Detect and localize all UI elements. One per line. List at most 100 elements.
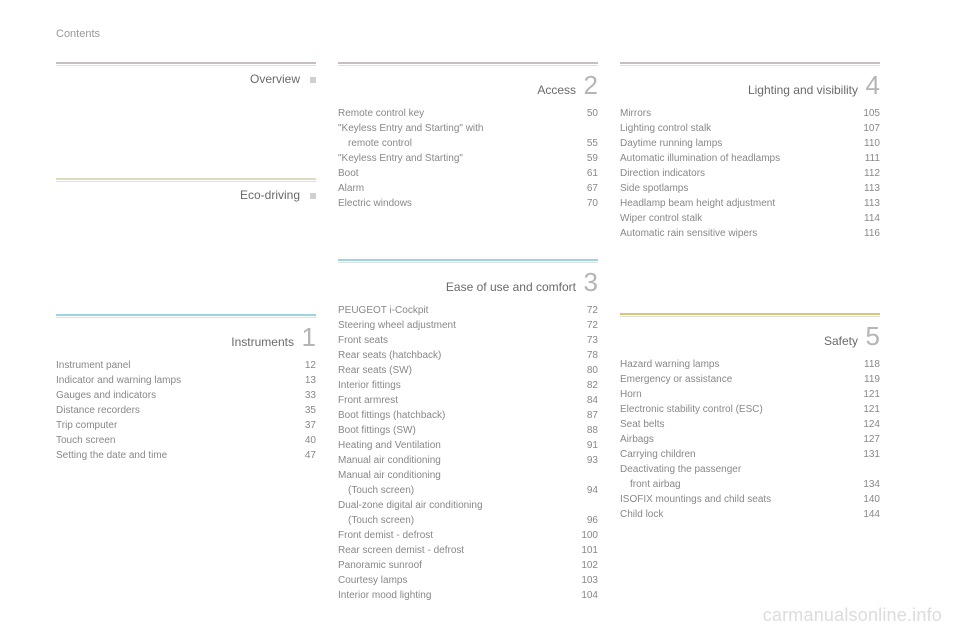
toc-item-label: Dual-zone digital air conditioning: [338, 498, 570, 513]
toc-item-page: 101: [570, 543, 598, 558]
toc-item-page: 119: [852, 372, 880, 387]
toc-item-page: 144: [852, 507, 880, 522]
toc-item: Indicator and warning lamps13: [56, 373, 316, 388]
item-list: Mirrors105Lighting control stalk107Dayti…: [620, 106, 880, 241]
section-access: Access 2 Remote control key50"Keyless En…: [338, 62, 598, 235]
toc-item: Gauges and indicators33: [56, 388, 316, 403]
toc-item-label: Panoramic sunroof: [338, 558, 570, 573]
toc-item-page: 140: [852, 492, 880, 507]
toc-item-page: 78: [570, 348, 598, 363]
toc-item-page: 13: [288, 373, 316, 388]
toc-item-label: (Touch screen): [338, 483, 570, 498]
section-square-icon: [310, 77, 316, 83]
section-number: 5: [864, 323, 880, 349]
toc-item-page: 33: [288, 388, 316, 403]
toc-item: Interior fittings82: [338, 378, 598, 393]
toc-item-label: Seat belts: [620, 417, 852, 432]
toc-item: Distance recorders35: [56, 403, 316, 418]
toc-item-label: Deactivating the passenger: [620, 462, 852, 477]
section-ease: Ease of use and comfort 3 PEUGEOT i-Cock…: [338, 259, 598, 603]
toc-item-page: 96: [570, 513, 598, 528]
toc-item-page: 91: [570, 438, 598, 453]
toc-item-page: 87: [570, 408, 598, 423]
toc-item-page: [570, 121, 598, 136]
toc-item-page: 67: [570, 181, 598, 196]
toc-item-page: 111: [852, 151, 880, 166]
toc-item: Automatic illumination of headlamps111: [620, 151, 880, 166]
toc-item-page: 93: [570, 453, 598, 468]
columns: Overview Eco-driving Instruments: [56, 62, 904, 627]
section-title: Instruments: [56, 335, 300, 349]
toc-item: Heating and Ventilation91: [338, 438, 598, 453]
toc-item: Alarm67: [338, 181, 598, 196]
toc-item-page: 70: [570, 196, 598, 211]
toc-item-page: 102: [570, 558, 598, 573]
item-list: Remote control key50"Keyless Entry and S…: [338, 106, 598, 211]
toc-item: remote control55: [338, 136, 598, 151]
toc-item: Seat belts124: [620, 417, 880, 432]
toc-item-page: 103: [570, 573, 598, 588]
toc-item: Manual air conditioning93: [338, 453, 598, 468]
page-title: Contents: [56, 28, 904, 40]
toc-item-page: 124: [852, 417, 880, 432]
toc-item-label: Front armrest: [338, 393, 570, 408]
toc-item-label: Boot fittings (SW): [338, 423, 570, 438]
toc-item: Electronic stability control (ESC)121: [620, 402, 880, 417]
toc-item-page: 50: [570, 106, 598, 121]
toc-item-label: Automatic rain sensitive wipers: [620, 226, 852, 241]
toc-item-label: Rear seats (SW): [338, 363, 570, 378]
toc-item: Headlamp beam height adjustment113: [620, 196, 880, 211]
toc-item-page: 114: [852, 211, 880, 226]
toc-item-label: front airbag: [620, 477, 852, 492]
toc-item-label: Wiper control stalk: [620, 211, 852, 226]
column-middle: Access 2 Remote control key50"Keyless En…: [338, 62, 598, 627]
toc-item-label: (Touch screen): [338, 513, 570, 528]
toc-item-page: 127: [852, 432, 880, 447]
toc-item-page: 113: [852, 181, 880, 196]
toc-item-label: Steering wheel adjustment: [338, 318, 570, 333]
section-number: 2: [582, 72, 598, 98]
toc-item-page: 40: [288, 433, 316, 448]
toc-item-label: Manual air conditioning: [338, 453, 570, 468]
toc-item: Rear screen demist - defrost101: [338, 543, 598, 558]
column-left: Overview Eco-driving Instruments: [56, 62, 316, 627]
toc-item: Side spotlamps113: [620, 181, 880, 196]
toc-item: front airbag134: [620, 477, 880, 492]
toc-item-page: 80: [570, 363, 598, 378]
section-instruments: Instruments 1 Instrument panel12Indicato…: [56, 314, 316, 463]
toc-item-label: PEUGEOT i-Cockpit: [338, 303, 570, 318]
toc-item-label: Indicator and warning lamps: [56, 373, 288, 388]
toc-item-page: 121: [852, 387, 880, 402]
toc-item-label: Mirrors: [620, 106, 852, 121]
toc-item-page: 112: [852, 166, 880, 181]
toc-item-page: [570, 498, 598, 513]
toc-item-label: Child lock: [620, 507, 852, 522]
toc-item: Electric windows70: [338, 196, 598, 211]
toc-item-label: Front demist - defrost: [338, 528, 570, 543]
toc-item-label: Hazard warning lamps: [620, 357, 852, 372]
toc-item: Front demist - defrost100: [338, 528, 598, 543]
toc-item-page: 35: [288, 403, 316, 418]
toc-item-page: 61: [570, 166, 598, 181]
section-rule: [56, 62, 316, 64]
section-title: Ease of use and comfort: [338, 280, 582, 294]
watermark-text: carmanualsonline.info: [763, 605, 942, 626]
section-title: Safety: [620, 334, 864, 348]
toc-item: Boot61: [338, 166, 598, 181]
toc-item-page: 82: [570, 378, 598, 393]
toc-item: Direction indicators112: [620, 166, 880, 181]
section-lighting: Lighting and visibility 4 Mirrors105Ligh…: [620, 62, 880, 289]
toc-item-page: 73: [570, 333, 598, 348]
toc-item-label: Manual air conditioning: [338, 468, 570, 483]
toc-item-label: Remote control key: [338, 106, 570, 121]
toc-item: (Touch screen)96: [338, 513, 598, 528]
toc-item-label: Horn: [620, 387, 852, 402]
section-rule: [338, 259, 598, 261]
section-rule: [338, 62, 598, 64]
section-safety: Safety 5 Hazard warning lamps118Emergenc…: [620, 313, 880, 522]
toc-item-label: Airbags: [620, 432, 852, 447]
toc-item: Panoramic sunroof102: [338, 558, 598, 573]
section-square-icon: [310, 193, 316, 199]
item-list: Instrument panel12Indicator and warning …: [56, 358, 316, 463]
toc-item: Airbags127: [620, 432, 880, 447]
